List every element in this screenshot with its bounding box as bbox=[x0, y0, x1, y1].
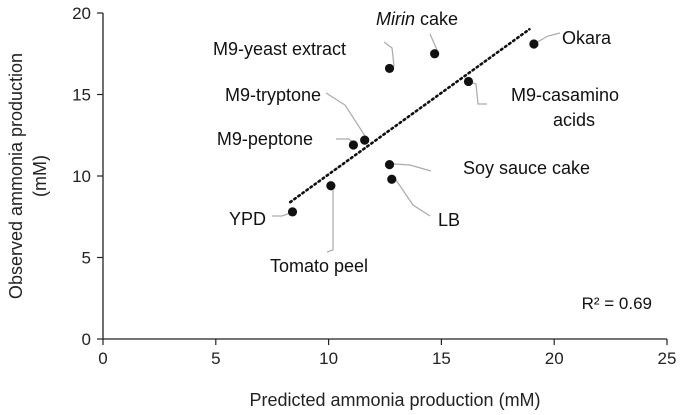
data-point bbox=[529, 39, 539, 49]
point-label-line2: acids bbox=[553, 110, 595, 130]
data-point bbox=[287, 207, 298, 217]
data-point bbox=[326, 181, 336, 191]
x-tick-label: 5 bbox=[211, 349, 220, 368]
leader-lines bbox=[272, 32, 561, 253]
data-point bbox=[463, 76, 474, 87]
data-points bbox=[287, 39, 539, 217]
y-tick-label: 15 bbox=[72, 86, 91, 105]
axes: 0 5 10 15 20 25 0 5 10 15 20 bbox=[72, 4, 676, 368]
data-point bbox=[384, 159, 395, 170]
x-tick-label: 25 bbox=[658, 349, 677, 368]
data-point bbox=[387, 174, 397, 184]
data-point bbox=[430, 49, 440, 59]
point-label-rest: cake bbox=[415, 9, 458, 29]
x-tick-label: 10 bbox=[319, 349, 338, 368]
trendline bbox=[288, 27, 531, 204]
y-tick-label: 0 bbox=[82, 330, 91, 349]
data-point bbox=[384, 63, 395, 74]
leader-line bbox=[325, 92, 368, 141]
point-label: Mirin cake bbox=[376, 9, 458, 29]
leader-line bbox=[391, 178, 431, 217]
point-label: M9-casamino bbox=[511, 85, 619, 105]
y-axis-title-line1: Observed ammonia production bbox=[6, 53, 26, 299]
y-axis-title: Observed ammonia production (mM) bbox=[6, 53, 50, 299]
x-tick-label: 15 bbox=[432, 349, 451, 368]
point-label: Soy sauce cake bbox=[463, 158, 590, 178]
x-axis-title: Predicted ammonia production (mM) bbox=[249, 390, 540, 410]
data-point bbox=[348, 140, 359, 150]
point-label-italic: Mirin bbox=[376, 9, 415, 29]
point-label: Okara bbox=[562, 28, 612, 48]
x-tick-label: 0 bbox=[98, 349, 107, 368]
point-label: M9-yeast extract bbox=[213, 39, 346, 59]
leader-line bbox=[326, 185, 334, 253]
trendline-group bbox=[288, 27, 531, 204]
leader-line bbox=[389, 163, 432, 172]
point-label: Tomato peel bbox=[270, 256, 368, 276]
y-axis-title-line2: (mM) bbox=[30, 155, 50, 197]
y-tick-label: 5 bbox=[82, 249, 91, 268]
y-tick-label: 10 bbox=[72, 167, 91, 186]
x-tick-label: 20 bbox=[545, 349, 564, 368]
y-tick-label: 20 bbox=[72, 4, 91, 23]
point-label: LB bbox=[438, 210, 460, 230]
point-label: M9-tryptone bbox=[225, 85, 321, 105]
point-label: M9-peptone bbox=[217, 129, 313, 149]
leader-line bbox=[533, 32, 561, 45]
data-point bbox=[360, 135, 370, 145]
point-label: YPD bbox=[229, 209, 266, 229]
r-squared-annotation: R² = 0.69 bbox=[582, 294, 652, 313]
point-labels: Okara Mirin cake M9-yeast extract M9-casami… bbox=[213, 9, 619, 276]
